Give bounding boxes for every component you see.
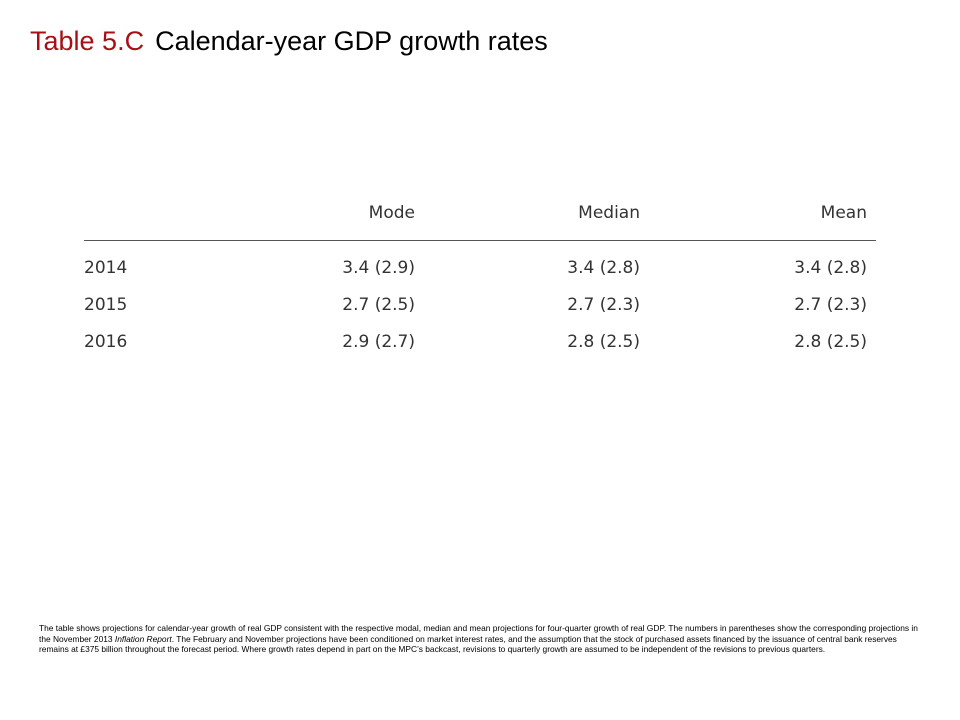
cell-mode: 2.9 (2.7) [342, 331, 415, 352]
footnote-text-part-1: The table shows projections for calendar… [39, 623, 918, 644]
cell-median: 2.7 (2.3) [567, 294, 640, 315]
table-title-text: Calendar-year GDP growth rates [155, 26, 548, 56]
column-header-mean: Mean [649, 200, 876, 241]
cell-mean: 2.7 (2.3) [794, 294, 867, 315]
cell-median: 2.8 (2.5) [567, 331, 640, 352]
column-header-mode: Mode [264, 200, 424, 241]
table-number-label: Table 5.C [30, 26, 145, 56]
row-year: 2016 [84, 331, 128, 352]
cell-median: 3.4 (2.8) [567, 257, 640, 278]
table-header-row: Mode Median Mean [84, 200, 876, 241]
table-row: 2016 2.9 (2.7) 2.8 (2.5) 2.8 (2.5) [84, 323, 876, 360]
row-year: 2014 [84, 257, 128, 278]
table-row: 2014 3.4 (2.9) 3.4 (2.8) 3.4 (2.8) [84, 241, 876, 287]
cell-mode: 2.7 (2.5) [342, 294, 415, 315]
column-header-median: Median [424, 200, 649, 241]
cell-mean: 2.8 (2.5) [794, 331, 867, 352]
table-row: 2015 2.7 (2.5) 2.7 (2.3) 2.7 (2.3) [84, 286, 876, 323]
footnote-publication-title: Inflation Report [114, 633, 172, 644]
row-year: 2015 [84, 294, 128, 315]
gdp-growth-table: Mode Median Mean 2014 3.4 (2.9) 3.4 (2.8… [84, 200, 876, 360]
cell-mean: 3.4 (2.8) [794, 257, 867, 278]
table-footnote: The table shows projections for calendar… [39, 623, 919, 655]
cell-mode: 3.4 (2.9) [342, 257, 415, 278]
page-title: Table 5.C Calendar-year GDP growth rates [30, 26, 548, 57]
footnote-text-part-2: . The February and November projections … [39, 633, 897, 655]
column-header-year [84, 200, 264, 241]
